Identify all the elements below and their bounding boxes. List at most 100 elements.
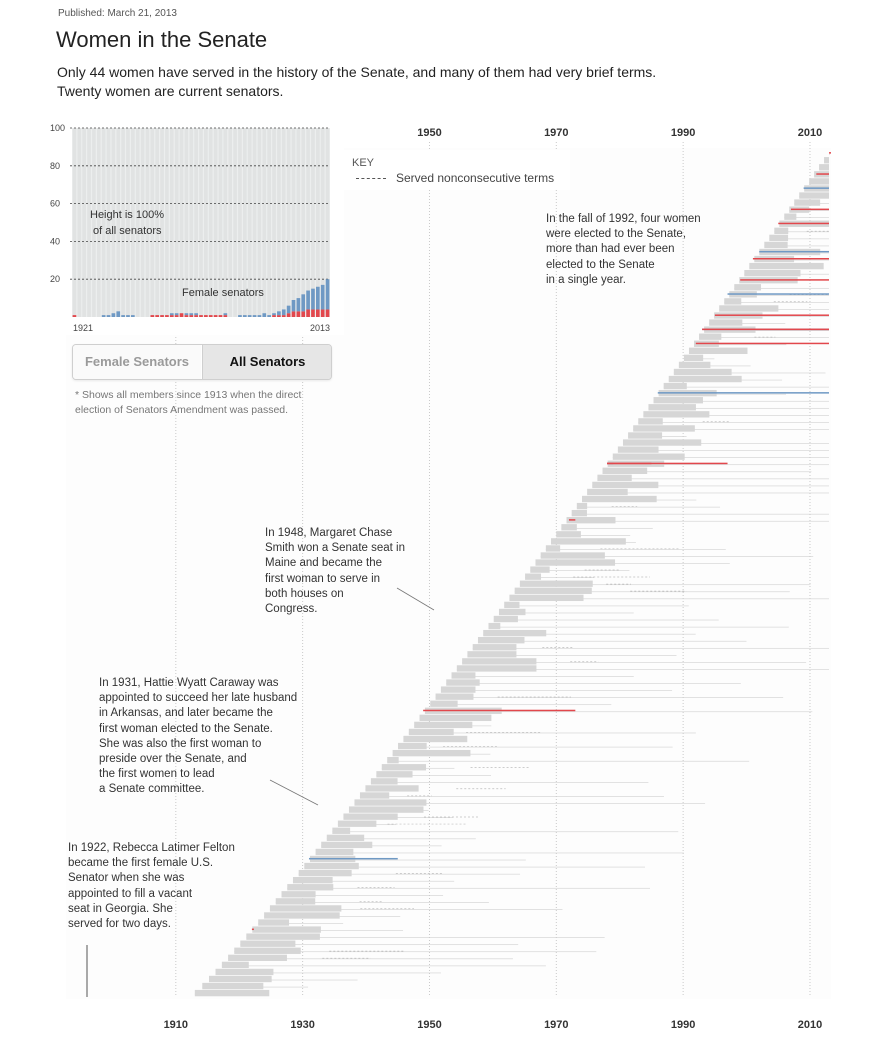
all-senators-button[interactable]: All Senators xyxy=(202,345,331,379)
member-term-bar xyxy=(597,474,632,482)
mini-total-bar xyxy=(233,128,237,317)
member-term-bar xyxy=(483,629,547,637)
member-term-line xyxy=(292,880,455,882)
mini-total-bar xyxy=(286,128,291,317)
member-term-line xyxy=(658,393,787,395)
member-term-bar xyxy=(332,827,351,834)
mini-total-bar xyxy=(257,128,262,317)
member-term-bar xyxy=(365,785,419,792)
mini-total-bar xyxy=(96,128,101,317)
annotation-line: became the first female U.S. xyxy=(68,857,214,870)
member-term-line xyxy=(597,478,829,480)
mini-total-bar xyxy=(87,128,91,317)
member-term-bar xyxy=(228,954,287,962)
member-term-line xyxy=(774,231,829,233)
member-term-bar xyxy=(398,742,427,750)
senator-view-toggle: Female Senators All Senators xyxy=(72,344,332,380)
mini-total-bar xyxy=(184,128,189,317)
member-term-bar xyxy=(359,792,390,799)
mini-total-bar xyxy=(179,128,184,317)
member-term-line xyxy=(456,669,829,670)
member-term-bar xyxy=(304,862,359,870)
female-senators-button[interactable]: Female Senators xyxy=(73,345,201,379)
member-bars xyxy=(194,153,830,997)
mini-republican-bar xyxy=(301,294,306,312)
annotation-line: the first women to lead xyxy=(99,768,215,781)
mini-republican-bar xyxy=(257,315,262,317)
member-term-line xyxy=(304,866,646,868)
member-term-line xyxy=(556,535,631,536)
mini-democrat-bar xyxy=(72,315,77,317)
annotation-1948: In 1948, Margaret Chase Smith won a Sena… xyxy=(265,526,405,617)
member-term-bar xyxy=(535,559,616,566)
member-term-line xyxy=(592,485,829,487)
member-term-line xyxy=(398,746,673,748)
member-term-line xyxy=(228,958,513,960)
published-date: Published: March 21, 2013 xyxy=(58,8,177,19)
member-term-bar xyxy=(246,933,320,940)
mini-total-bar xyxy=(111,128,116,317)
member-term-line xyxy=(287,887,651,889)
member-term-line xyxy=(504,605,689,607)
member-term-bar xyxy=(612,453,685,460)
member-term-bar xyxy=(202,982,264,990)
female-term-bar xyxy=(778,222,829,225)
mini-total-bar xyxy=(218,128,223,317)
member-term-bar xyxy=(493,615,518,623)
member-term-bar xyxy=(403,735,468,743)
member-term-bar xyxy=(540,552,605,559)
mini-democrat-bar xyxy=(291,311,296,317)
mini-republican-bar xyxy=(281,309,286,316)
mini-total-bar xyxy=(320,128,325,317)
member-term-bar xyxy=(764,241,788,249)
mini-total-bar xyxy=(277,128,281,317)
annotation-line: served for two days. xyxy=(68,918,171,931)
member-term-line xyxy=(561,527,653,529)
member-term-bar xyxy=(734,284,762,291)
female-term-bar xyxy=(752,257,829,260)
mini-total-bar xyxy=(272,128,276,317)
mini-total-bar xyxy=(306,128,310,317)
annotation-line: elected to the Senate xyxy=(546,258,655,271)
subtitle-line: Twenty women are current senators. xyxy=(57,83,284,99)
member-term-line xyxy=(252,930,404,931)
page-subtitle: Only 44 women have served in the history… xyxy=(57,63,757,101)
annotation-line: appointed to succeed her late husband xyxy=(99,692,298,705)
member-term-line xyxy=(571,513,829,515)
mini-republican-bar xyxy=(101,315,106,317)
member-term-bar xyxy=(387,757,399,764)
mini-total-bar xyxy=(296,128,301,317)
female-term-bar xyxy=(423,709,576,712)
mini-republican-bar xyxy=(291,299,296,312)
annotation-1931: In 1931, Hattie Wyatt Caraway was appoin… xyxy=(99,676,297,798)
mini-republican-bar xyxy=(267,315,271,317)
member-term-line xyxy=(354,803,706,804)
member-term-bar xyxy=(234,947,301,954)
annotation-line: In 1931, Hattie Wyatt Caraway was xyxy=(99,677,279,689)
member-term-bar xyxy=(653,397,703,404)
mini-republican-bar xyxy=(111,313,116,317)
member-term-bar xyxy=(581,495,657,503)
member-term-bar xyxy=(683,354,704,362)
member-term-line xyxy=(607,464,829,466)
x-tick-label: 1990 xyxy=(671,1019,695,1031)
annotation-line: first woman elected to the Senate. xyxy=(99,722,273,735)
member-term-bar xyxy=(673,368,732,376)
member-term-bar xyxy=(587,488,628,496)
member-term-line xyxy=(498,612,634,614)
mini-republican-bar xyxy=(126,315,130,317)
annotation-line: more than had ever been xyxy=(546,243,675,256)
x-top-tick-label: 1950 xyxy=(417,127,441,139)
mini-total-bar xyxy=(213,128,218,317)
mini-democrat-bar xyxy=(179,313,184,317)
mini-total-bar xyxy=(242,128,247,317)
mini-total-bar xyxy=(160,128,164,317)
member-term-line xyxy=(376,775,492,776)
member-term-line xyxy=(643,415,829,416)
mini-total-bar xyxy=(135,128,140,317)
member-term-bar xyxy=(430,700,458,707)
member-term-bar xyxy=(566,517,616,524)
annotation-line: Congress. xyxy=(265,603,318,616)
mini-female-label: Female senators xyxy=(182,287,264,299)
key-label: Served nonconsecutive terms xyxy=(396,171,555,185)
